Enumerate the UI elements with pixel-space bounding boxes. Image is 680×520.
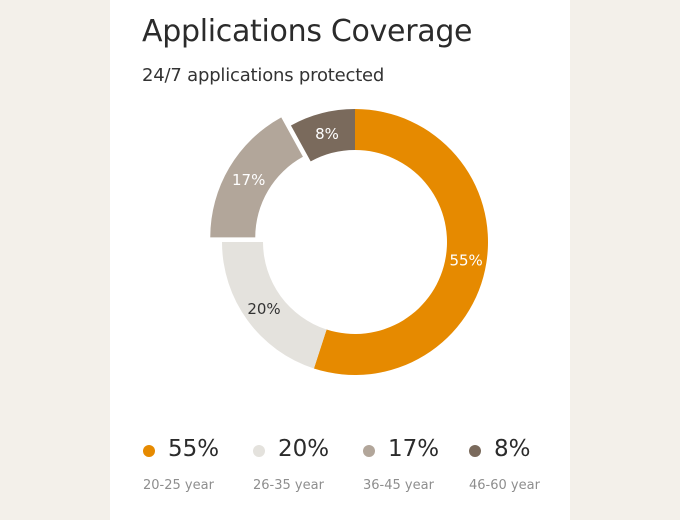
segment-label: 8% — [315, 125, 339, 143]
legend-value: 8% — [494, 436, 531, 462]
legend-label: 36-45 year — [363, 478, 434, 493]
legend-label: 20-25 year — [143, 478, 214, 493]
donut-segment-36-45-year[interactable] — [210, 117, 303, 238]
segment-label: 55% — [449, 252, 482, 270]
donut-segment-26-35-year[interactable] — [222, 242, 327, 369]
legend-dot-icon — [143, 445, 155, 457]
segment-label: 20% — [247, 300, 280, 318]
donut-segment-46-60-year[interactable] — [290, 109, 355, 162]
legend-value: 55% — [168, 436, 220, 462]
donut-segment-20-25-year[interactable] — [313, 109, 489, 376]
coverage-card: Applications Coverage 24/7 applications … — [110, 0, 570, 520]
card-subtitle: 24/7 applications protected — [142, 65, 385, 86]
legend-dot-icon — [469, 445, 481, 457]
legend-dot-icon — [363, 445, 375, 457]
legend-value: 17% — [388, 436, 440, 462]
legend-dot-icon — [253, 445, 265, 457]
legend-value: 20% — [278, 436, 330, 462]
donut-chart: 55% 20% 17% 8% — [210, 109, 489, 376]
segment-label: 17% — [232, 171, 265, 189]
card-title: Applications Coverage — [142, 14, 473, 49]
chart-legend: 55% 20-25 year 20% 26-35 year 17% 36-45 … — [110, 436, 570, 506]
legend-label: 46-60 year — [469, 478, 540, 493]
legend-label: 26-35 year — [253, 478, 324, 493]
